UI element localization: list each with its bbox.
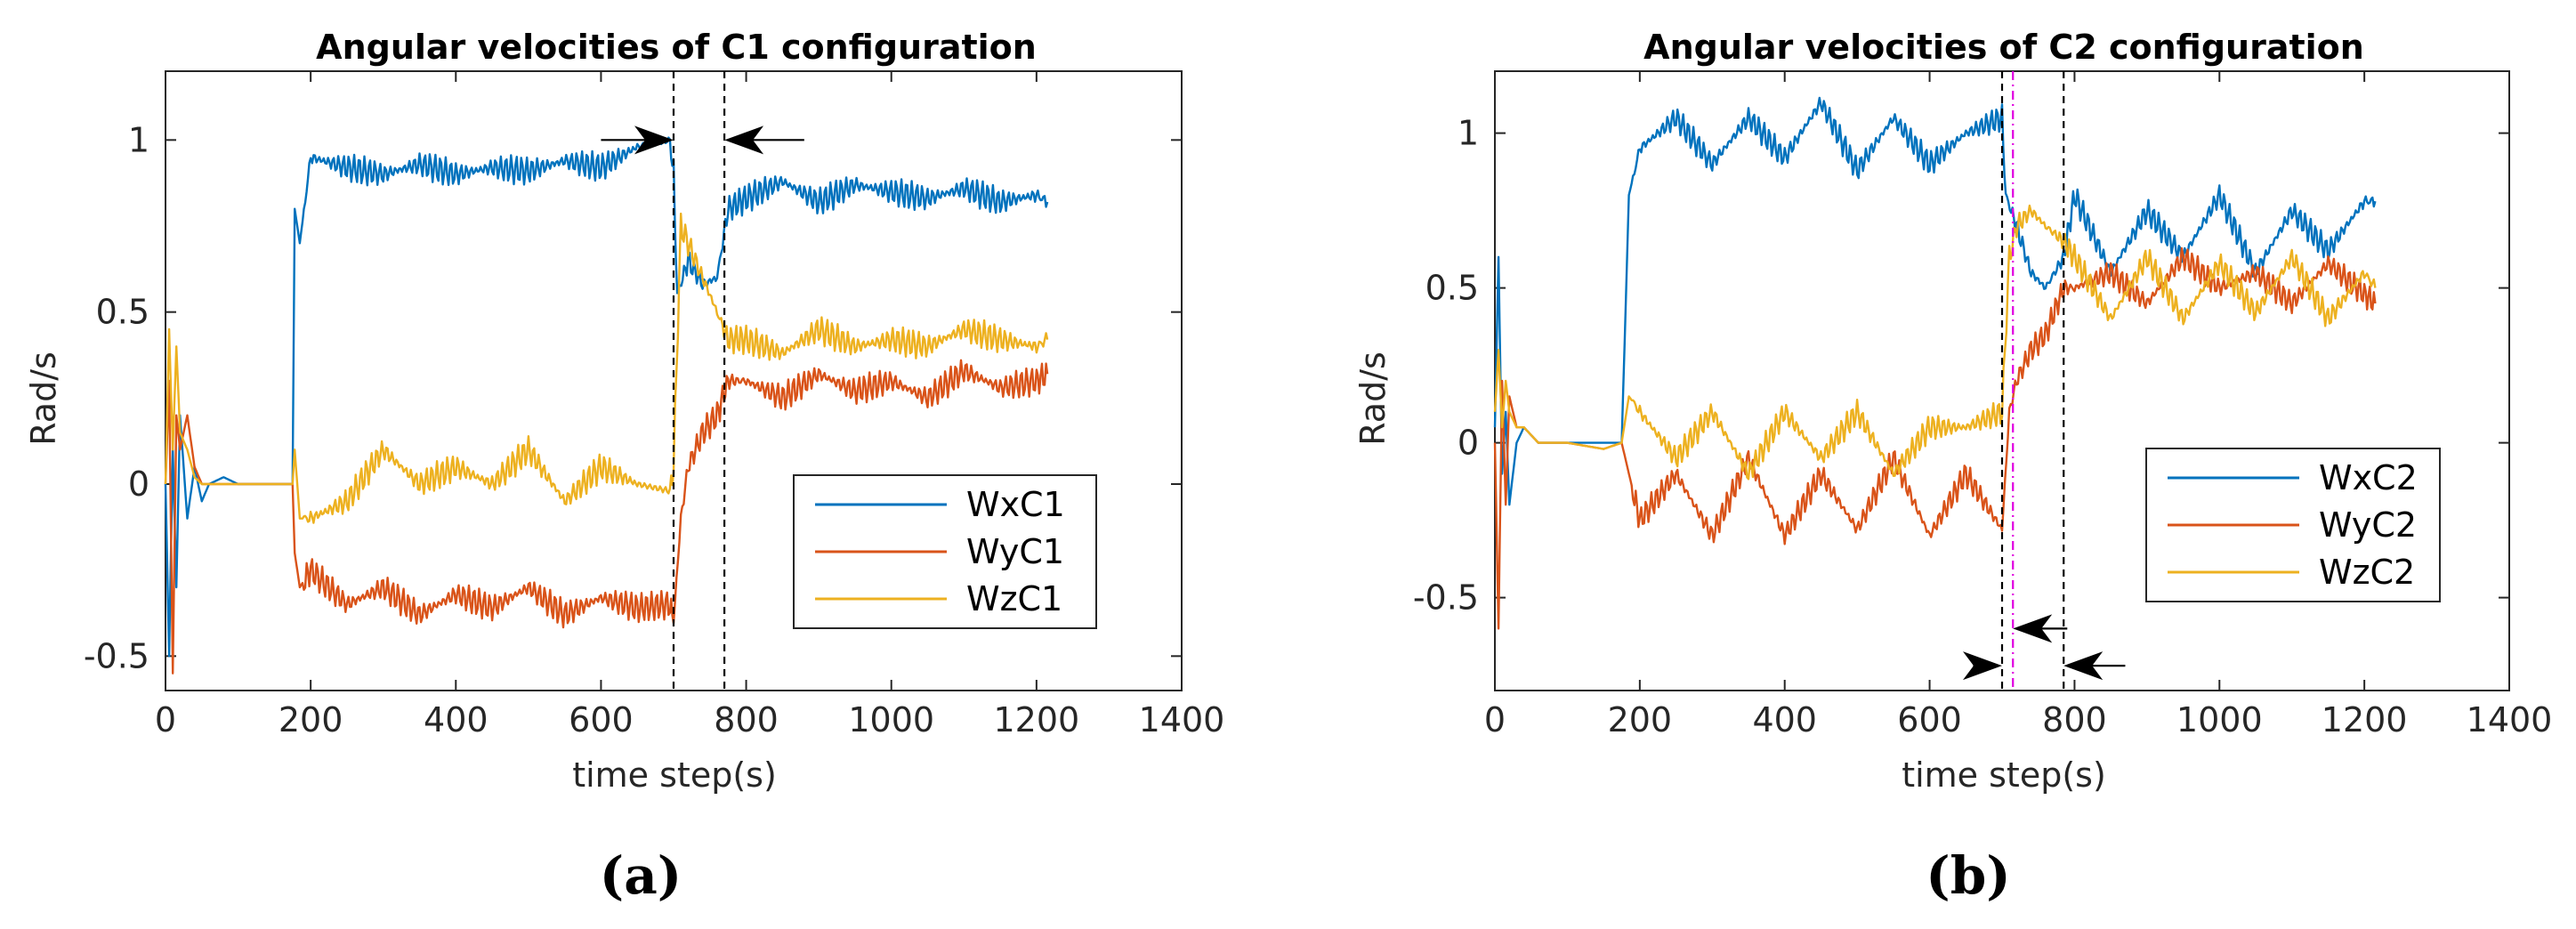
plot-a-xtick-label: 0 [155, 700, 176, 739]
plot-b-xtick: 600 [1897, 71, 1962, 739]
plot-a-ytick: 0.5 [96, 293, 1182, 332]
plot-b-series-wzc2 [1493, 204, 2377, 481]
plot-a-series-wxc1 [164, 136, 1049, 658]
plot-b-arrow [2013, 614, 2068, 643]
plot-a-arrow [724, 125, 804, 155]
legend-a-label-wz: WzC1 [966, 579, 1062, 618]
plot-a-xtick: 0 [155, 71, 176, 739]
plot-b-xtick: 1000 [2176, 71, 2263, 739]
panel-a: Angular velocities of C1 configuration R… [24, 28, 1224, 906]
plot-b-ytick: -0.5 [1413, 578, 2509, 618]
plot-b-series-wxc2 [1493, 96, 2377, 506]
plot-b-xtick-label: 1200 [2322, 700, 2408, 739]
plot-a-xtick: 800 [714, 71, 779, 739]
chart-b-ylabel: Rad/s [1353, 351, 1393, 446]
legend-b-label-wy: WyC2 [2319, 505, 2417, 545]
plot-b-xtick: 200 [1608, 71, 1673, 739]
plot-a-series-wzc1 [164, 212, 1049, 524]
plot-b-arrow [1963, 651, 2002, 681]
plot-a-ytick: -0.5 [84, 636, 1182, 675]
plot-a-xtick-label: 1000 [848, 700, 934, 739]
plot-a-series-wyc1 [164, 359, 1049, 675]
chart-b-xlabel: time step(s) [1902, 755, 2106, 795]
plot-a-xtick: 400 [424, 71, 489, 739]
arrow-head [2063, 651, 2104, 681]
arrow-head [1963, 651, 2002, 681]
plot-a-ytick: 0 [128, 464, 1182, 504]
plot-a-arrow [601, 125, 674, 155]
plot-b-ytick-label: 1 [1458, 114, 1479, 153]
legend-b-label-wx: WxC2 [2319, 458, 2418, 497]
plot-a-ytick-label: 0.5 [96, 293, 149, 332]
plot-b-xtick-label: 1000 [2176, 700, 2263, 739]
chart-a-legend: WxC1 WyC1 WzC1 [793, 474, 1097, 629]
chart-a-ylabel: Rad/s [24, 351, 63, 446]
plot-a-xtick-label: 600 [569, 700, 634, 739]
plot-b-xtick: 800 [2042, 71, 2107, 739]
plot-a-xtick: 1000 [848, 71, 934, 739]
plot-b-xtick-label: 200 [1608, 700, 1673, 739]
plot-a-xtick: 1400 [1139, 71, 1225, 739]
chart-a-xlabel: time step(s) [572, 755, 777, 795]
plot-a-xtick-label: 200 [279, 700, 343, 739]
plot-b-ytick-label: -0.5 [1413, 578, 1479, 618]
plot-a-xtick-label: 800 [714, 700, 779, 739]
chart-b-legend: WxC2 WyC2 WzC2 [2145, 448, 2441, 602]
plot-b-xtick-label: 800 [2042, 700, 2107, 739]
panel-b: Angular velocities of C2 configuration R… [1353, 28, 2552, 906]
chart-b-subcaption: (b) [1926, 845, 2010, 906]
legend-a-label-wx: WxC1 [966, 485, 1065, 524]
plot-b-xtick-label: 0 [1484, 700, 1506, 739]
plot-b-xtick: 0 [1484, 71, 1506, 739]
legend-a-label-wy: WyC1 [966, 532, 1064, 571]
plot-b-ytick: 1 [1458, 114, 2509, 153]
plot-b-xtick-label: 600 [1897, 700, 1962, 739]
plot-b-xtick-label: 400 [1752, 700, 1817, 739]
plot-b-xtick: 1200 [2322, 71, 2408, 739]
plot-b-ytick-label: 0 [1458, 424, 1479, 463]
plot-b-xtick: 1400 [2467, 71, 2553, 739]
arrow-head [634, 125, 674, 155]
plot-a-xtick-label: 1200 [993, 700, 1079, 739]
arrow-head [724, 125, 764, 155]
plot-a-xtick: 600 [569, 71, 634, 739]
chart-a-title: Angular velocities of C1 configuration [316, 28, 1037, 67]
plot-a-ytick-label: 0 [128, 464, 149, 504]
plot-b-ytick: 0.5 [1425, 269, 2509, 308]
plot-a-xtick-label: 400 [424, 700, 489, 739]
plot-a-ytick-label: 1 [128, 120, 149, 159]
plot-b-ytick: 0 [1458, 424, 2509, 463]
plot-a-xtick: 200 [279, 71, 343, 739]
plot-b-arrow [2063, 651, 2126, 681]
chart-a-subcaption: (a) [600, 845, 682, 906]
plot-b-xtick: 400 [1752, 71, 1817, 739]
plot-b-xtick-label: 1400 [2467, 700, 2553, 739]
plot-a-xtick: 1200 [993, 71, 1079, 739]
plot-b-ytick-label: 0.5 [1425, 269, 1479, 308]
plot-a-ytick: 1 [128, 120, 1182, 159]
plot-a-xtick-label: 1400 [1139, 700, 1225, 739]
chart-b-title: Angular velocities of C2 configuration [1643, 28, 2364, 67]
arrow-head [2013, 614, 2053, 643]
plot-a-ytick-label: -0.5 [84, 636, 149, 675]
legend-b-label-wz: WzC2 [2319, 553, 2415, 592]
